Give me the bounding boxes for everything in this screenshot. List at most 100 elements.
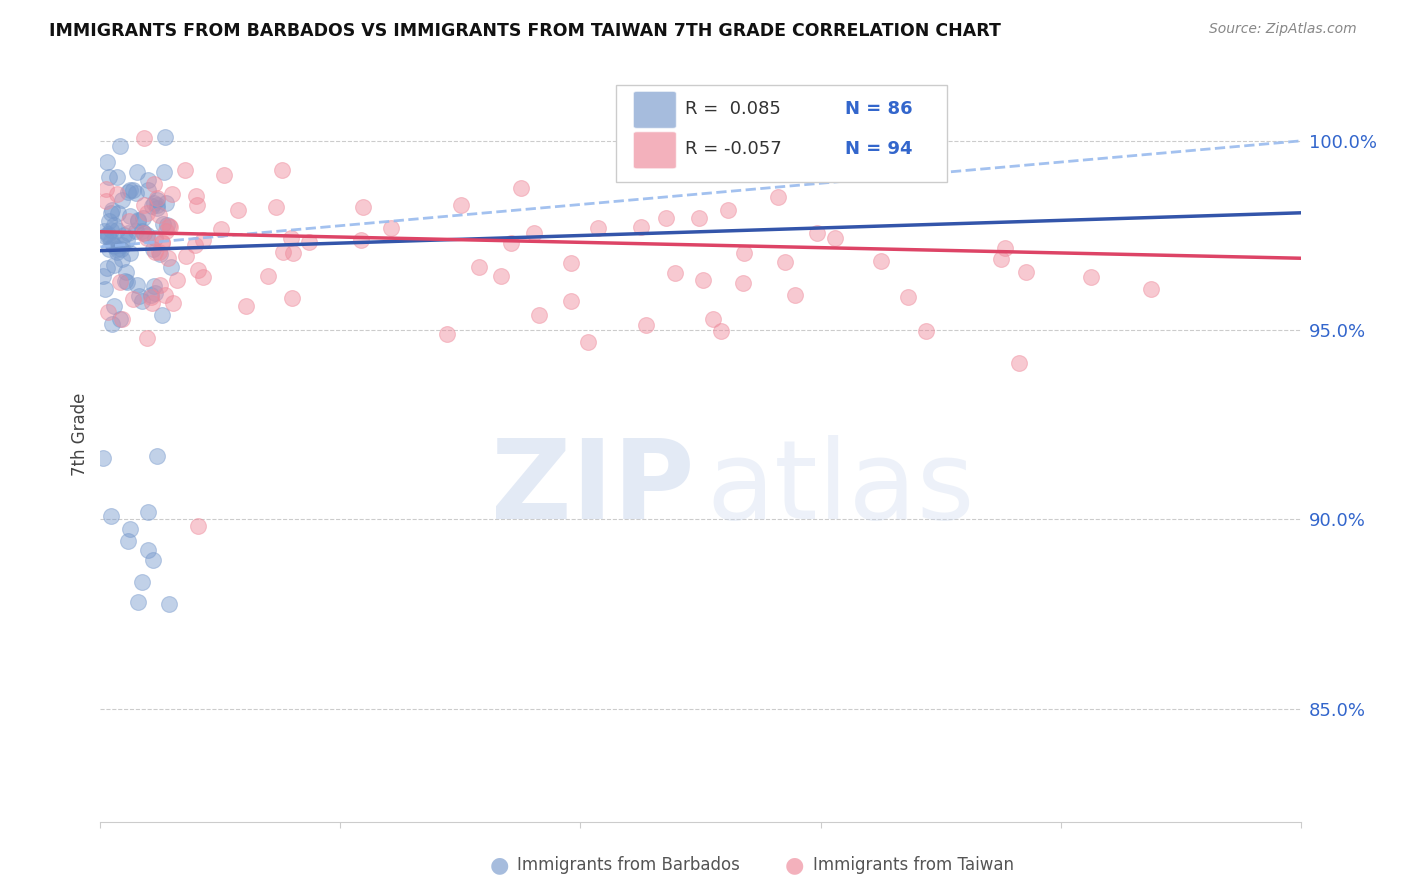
- Point: [186, 197, 208, 211]
- Point: [380, 221, 402, 235]
- Point: [127, 165, 149, 179]
- Point: [97, 214, 120, 228]
- Point: [105, 186, 128, 201]
- Point: [630, 219, 652, 234]
- Point: [142, 178, 165, 192]
- Point: [155, 224, 177, 238]
- Point: [773, 255, 796, 269]
- Point: [352, 200, 374, 214]
- FancyBboxPatch shape: [616, 85, 946, 182]
- Point: [115, 264, 138, 278]
- Point: [157, 251, 180, 265]
- Point: [101, 237, 124, 252]
- Point: [132, 131, 155, 145]
- Point: [97, 227, 120, 242]
- Point: [298, 235, 321, 249]
- Y-axis label: 7th Grade: 7th Grade: [72, 392, 89, 476]
- Point: [152, 217, 174, 231]
- Point: [489, 269, 512, 284]
- Point: [1007, 356, 1029, 370]
- Point: [1080, 269, 1102, 284]
- Text: Source: ZipAtlas.com: Source: ZipAtlas.com: [1209, 22, 1357, 37]
- Point: [105, 223, 128, 237]
- Point: [152, 308, 174, 322]
- Point: [153, 288, 176, 302]
- Point: [174, 250, 197, 264]
- Point: [450, 198, 472, 212]
- Point: [915, 325, 938, 339]
- Point: [806, 226, 828, 240]
- Point: [136, 228, 159, 243]
- Point: [93, 450, 115, 465]
- Point: [127, 214, 149, 228]
- Point: [105, 244, 128, 259]
- Point: [115, 275, 138, 289]
- Point: [108, 311, 131, 326]
- Point: [103, 239, 125, 253]
- Point: [134, 226, 156, 240]
- Point: [100, 317, 122, 331]
- Point: [93, 224, 115, 238]
- Point: [717, 202, 740, 217]
- Point: [105, 170, 128, 185]
- Point: [100, 205, 122, 219]
- Point: [733, 245, 755, 260]
- Point: [100, 509, 122, 524]
- Point: [122, 183, 145, 197]
- Point: [1015, 265, 1038, 279]
- Point: [149, 278, 172, 293]
- Point: [110, 242, 132, 256]
- Point: [141, 296, 163, 310]
- Point: [160, 260, 183, 274]
- Point: [100, 223, 122, 237]
- Point: [142, 552, 165, 566]
- Point: [148, 208, 170, 222]
- Point: [97, 305, 120, 319]
- Point: [146, 198, 169, 212]
- Point: [915, 162, 938, 177]
- Point: [156, 218, 179, 232]
- Point: [112, 228, 135, 243]
- Point: [184, 189, 207, 203]
- Text: Immigrants from Barbados: Immigrants from Barbados: [517, 856, 741, 874]
- Point: [664, 266, 686, 280]
- Point: [125, 277, 148, 292]
- Point: [280, 291, 302, 305]
- Point: [127, 213, 149, 227]
- Point: [166, 273, 188, 287]
- Point: [187, 262, 209, 277]
- Point: [132, 211, 155, 226]
- Text: IMMIGRANTS FROM BARBADOS VS IMMIGRANTS FROM TAIWAN 7TH GRADE CORRELATION CHART: IMMIGRANTS FROM BARBADOS VS IMMIGRANTS F…: [49, 22, 1001, 40]
- FancyBboxPatch shape: [633, 132, 676, 169]
- Point: [283, 245, 305, 260]
- Point: [93, 269, 115, 284]
- Point: [118, 522, 141, 536]
- Point: [131, 574, 153, 589]
- Point: [897, 289, 920, 303]
- Point: [688, 211, 710, 225]
- Point: [271, 245, 294, 260]
- Point: [117, 185, 139, 199]
- Point: [654, 211, 676, 226]
- Point: [135, 206, 157, 220]
- Point: [143, 245, 166, 260]
- Point: [560, 255, 582, 269]
- Point: [159, 220, 181, 235]
- Point: [214, 168, 236, 182]
- Point: [142, 242, 165, 256]
- Text: ●: ●: [489, 855, 509, 875]
- Point: [766, 190, 789, 204]
- Point: [94, 282, 117, 296]
- Text: atlas: atlas: [706, 435, 974, 542]
- Text: N = 94: N = 94: [845, 140, 912, 159]
- Point: [634, 318, 657, 332]
- Point: [150, 236, 173, 251]
- Point: [257, 269, 280, 284]
- Text: N = 86: N = 86: [845, 100, 912, 118]
- Point: [131, 224, 153, 238]
- Point: [111, 312, 134, 326]
- Point: [235, 299, 257, 313]
- Point: [145, 193, 167, 207]
- Point: [173, 163, 195, 178]
- Point: [100, 234, 122, 248]
